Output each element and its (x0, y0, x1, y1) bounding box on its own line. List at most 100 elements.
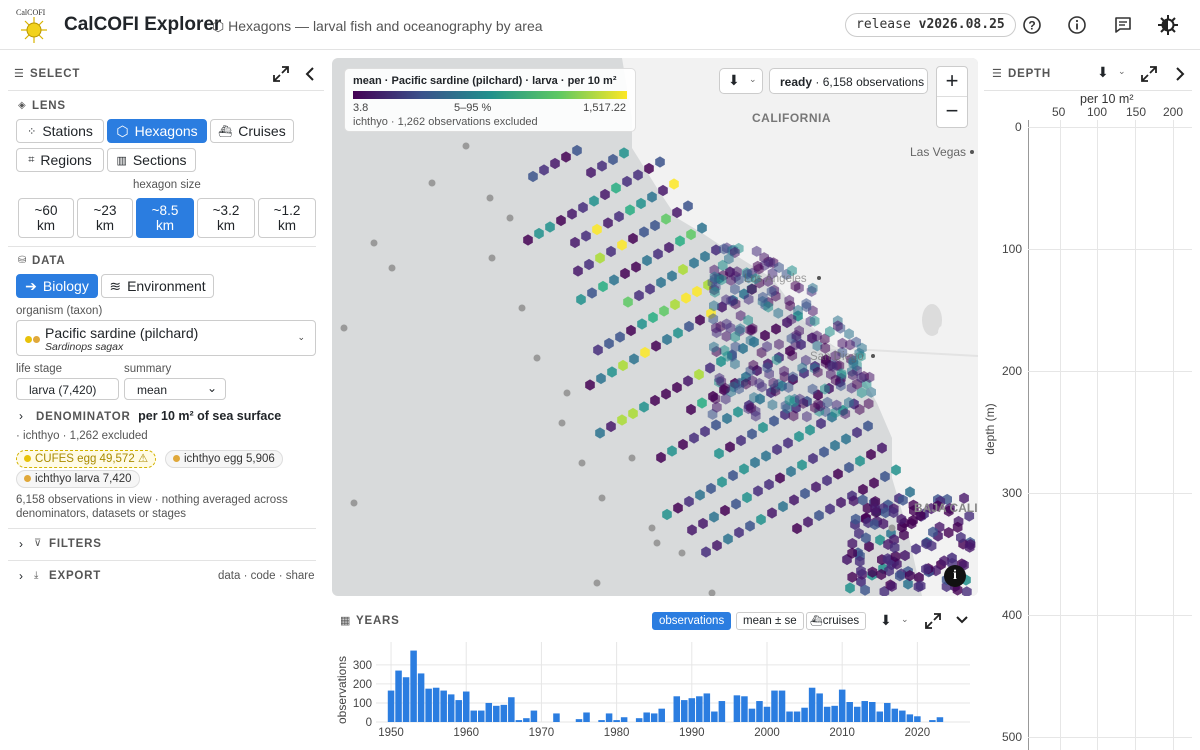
year-bar[interactable] (470, 710, 478, 722)
year-bar[interactable] (846, 702, 853, 722)
year-bar[interactable] (417, 673, 425, 722)
year-bar[interactable] (605, 713, 613, 722)
attribution-info-icon[interactable]: i (944, 565, 966, 587)
chevron-right-icon[interactable]: › (19, 537, 23, 551)
toggle-cruises[interactable]: ⛴cruises (806, 612, 867, 630)
calcofi-logo[interactable]: CalCOFI (16, 8, 52, 43)
year-bar[interactable] (613, 720, 620, 722)
year-bar[interactable] (462, 691, 470, 722)
year-bar[interactable] (906, 714, 914, 722)
collapse-icon[interactable] (955, 613, 969, 630)
year-bar[interactable] (793, 711, 801, 722)
theme-toggle-icon[interactable] (1156, 13, 1180, 37)
hex-size-option[interactable]: ~3.2 km (197, 198, 255, 238)
year-bar[interactable] (936, 717, 944, 722)
export-links[interactable]: data · code · share (218, 570, 315, 582)
year-bar[interactable] (711, 711, 718, 722)
year-bar[interactable] (703, 693, 711, 722)
year-bar[interactable] (681, 700, 688, 722)
denominator-row[interactable]: DENOMINATOR per 10 m² of sea surface (36, 409, 281, 423)
chevron-right-icon[interactable]: › (19, 409, 23, 423)
map-download-button[interactable]: ⬇ ⌄ (719, 68, 763, 94)
collapse-left-icon[interactable] (303, 65, 317, 86)
year-bar[interactable] (756, 701, 763, 722)
year-bar[interactable] (485, 702, 493, 722)
year-bar[interactable] (500, 704, 508, 722)
map-canvas[interactable]: CALIFORNIA Las Vegas Los Angeles San Die… (332, 58, 978, 596)
year-bar[interactable] (553, 713, 560, 722)
year-bar[interactable] (899, 710, 906, 722)
year-bar[interactable] (741, 696, 748, 722)
year-bar[interactable] (410, 650, 417, 722)
expand-icon[interactable] (1140, 65, 1158, 86)
download-icon[interactable]: ⬇ (880, 612, 892, 628)
year-bar[interactable] (598, 720, 605, 722)
year-bar[interactable] (402, 677, 410, 722)
year-bar[interactable] (778, 690, 786, 722)
year-bar[interactable] (823, 706, 831, 722)
year-bar[interactable] (929, 720, 936, 722)
data-environment-button[interactable]: ≋ Environment (101, 274, 214, 298)
data-biology-button[interactable]: ➔ Biology (16, 274, 98, 298)
feedback-icon[interactable] (1111, 13, 1135, 37)
lens-hexagons-button[interactable]: ⬡ Hexagons (107, 119, 207, 143)
year-bar[interactable] (673, 696, 681, 722)
hex-size-option[interactable]: ~60 km (18, 198, 74, 238)
year-bar[interactable] (801, 707, 808, 722)
year-bar[interactable] (786, 711, 793, 722)
years-bar-chart[interactable]: observations 1950 1960 1970 1980 1990 2000 201… (332, 636, 978, 750)
release-badge[interactable]: release v2026.08.25 (845, 13, 1016, 37)
year-bar[interactable] (447, 694, 455, 722)
year-bar[interactable] (523, 718, 530, 722)
lens-regions-button[interactable]: ⌗ Regions (16, 148, 104, 172)
year-bar[interactable] (440, 690, 447, 722)
year-bar[interactable] (808, 687, 816, 722)
year-bar[interactable] (853, 706, 861, 722)
year-bar[interactable] (658, 708, 665, 722)
toggle-mean-se[interactable]: mean ± se (736, 612, 804, 630)
year-bar[interactable] (583, 712, 590, 722)
export-header[interactable]: EXPORT (49, 570, 102, 582)
year-bar[interactable] (891, 708, 899, 722)
chevron-right-icon[interactable]: › (19, 569, 23, 583)
chevron-down-icon[interactable]: ⌄ (1118, 66, 1126, 76)
hex-size-option-selected[interactable]: ~8.5 km (136, 198, 194, 238)
filters-header[interactable]: FILTERS (49, 538, 102, 550)
expand-icon[interactable] (924, 612, 942, 633)
year-bar[interactable] (688, 698, 696, 722)
year-bar[interactable] (831, 705, 838, 722)
ichthyo-egg-chip[interactable]: ichthyo egg 5,906 (165, 450, 283, 468)
zoom-in-button[interactable]: + (937, 67, 967, 97)
lens-cruises-button[interactable]: ⛴ Cruises (210, 119, 294, 143)
year-bar[interactable] (771, 690, 778, 722)
life-stage-select[interactable]: larva (7,420) (16, 378, 119, 400)
hexagon-map[interactable]: CALIFORNIA Las Vegas Los Angeles San Die… (332, 58, 978, 596)
year-bar[interactable] (387, 690, 395, 722)
lens-sections-button[interactable]: ▥ Sections (107, 148, 196, 172)
year-bar[interactable] (748, 708, 756, 722)
year-bar[interactable] (861, 701, 868, 722)
year-bar[interactable] (884, 702, 891, 722)
collapse-right-icon[interactable] (1173, 65, 1187, 86)
year-bar[interactable] (395, 670, 402, 722)
year-bar[interactable] (478, 710, 485, 722)
info-icon[interactable] (1065, 13, 1089, 37)
year-bar[interactable] (696, 696, 703, 722)
expand-icon[interactable] (272, 65, 290, 86)
chevron-down-icon[interactable]: ⌄ (901, 614, 909, 624)
summary-select[interactable]: mean ⌄ (124, 378, 226, 400)
year-bar[interactable] (425, 688, 432, 722)
year-bar[interactable] (530, 710, 538, 722)
year-bar[interactable] (733, 695, 741, 722)
lens-stations-button[interactable]: ⁘ Stations (16, 119, 104, 143)
year-bar[interactable] (763, 706, 771, 722)
year-bar[interactable] (455, 700, 462, 722)
year-bar[interactable] (508, 697, 515, 722)
year-bar[interactable] (838, 689, 846, 722)
year-bar[interactable] (635, 718, 643, 722)
cufes-egg-chip[interactable]: CUFES egg 49,572 ⚠ (16, 450, 157, 468)
year-bar[interactable] (515, 720, 523, 722)
year-bar[interactable] (493, 705, 500, 722)
organism-select[interactable]: Pacific sardine (pilchard) Sardinops sag… (16, 320, 316, 356)
zoom-out-button[interactable]: − (945, 98, 959, 123)
